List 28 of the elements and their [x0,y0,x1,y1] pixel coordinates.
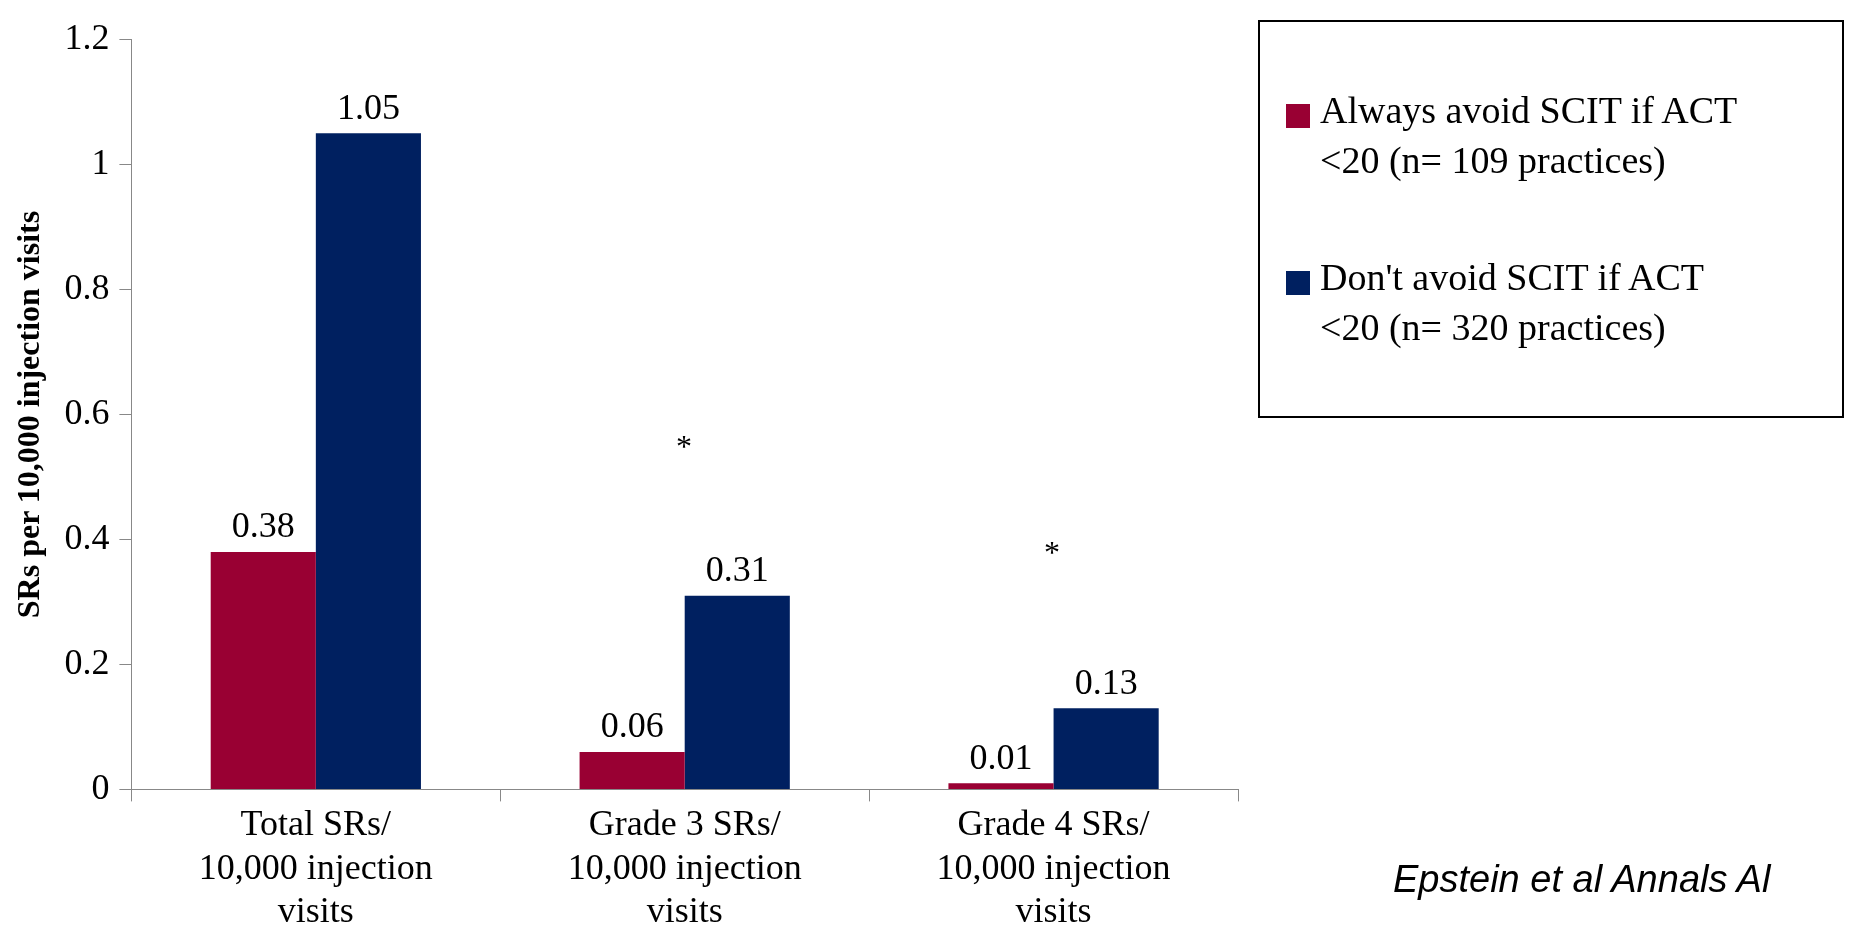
legend-label: Always avoid SCIT if ACT <20 (n= 109 practices) [1320,88,1738,183]
x-tick-label: Grade 3 SRs/ 10,000 injection visits [567,803,802,930]
bar [579,751,685,789]
bar [315,133,421,789]
x-tick-label: Total SRs/ 10,000 injection visits [198,803,433,930]
data-label: 0.01 [969,736,1033,777]
y-tick-label: 1 [91,142,110,183]
y-axis-title: SRs per 10,000 injection visits [10,210,47,619]
data-label: 0.06 [600,705,664,746]
data-label: 0.38 [231,505,295,546]
y-tick-label: 0.8 [64,266,110,307]
annotation: * [1044,534,1060,571]
data-label: 0.31 [705,549,769,590]
bar [948,783,1054,789]
bar [684,595,790,789]
x-tick-label: Grade 4 SRs/ 10,000 injection visits [936,803,1171,930]
y-tick-label: 0.6 [64,391,110,432]
y-tick-label: 0 [91,766,110,807]
y-tick-label: 0.4 [64,516,110,557]
legend-label: Don't avoid SCIT if ACT <20 (n= 320 practices) [1320,255,1705,350]
data-label: 1.05 [336,86,400,127]
text: Epstein et al Annals Al [1393,858,1771,901]
data-label: 0.13 [1074,661,1138,702]
annotation: * [676,428,692,465]
bar [1053,708,1159,789]
y-tick-label: 0.2 [64,641,110,682]
bar [210,551,316,789]
y-tick-label: 1.2 [64,17,110,58]
